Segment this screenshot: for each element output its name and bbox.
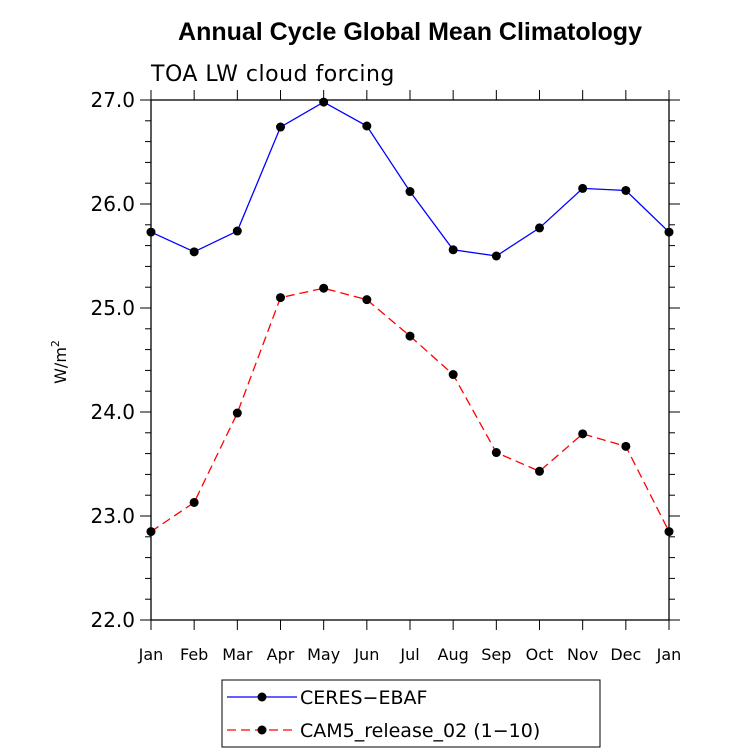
x-tick-label: Jan — [656, 645, 682, 664]
series-1-point — [319, 283, 329, 293]
chart-title: Annual Cycle Global Mean Climatology — [178, 18, 642, 46]
x-tick-label: Apr — [267, 645, 295, 664]
y-tick-label: 25.0 — [90, 296, 135, 320]
legend-label-cam5: CAM5_release_02 (1−10) — [300, 720, 540, 742]
series-0-point — [189, 247, 199, 257]
legend-marker-ceres — [257, 692, 267, 702]
series-1-point — [491, 448, 501, 458]
x-tick-label: Oct — [526, 645, 554, 664]
series-0-point — [362, 121, 372, 131]
y-axis-label: W/m2 — [49, 340, 70, 384]
legend-box — [221, 679, 601, 748]
x-tick-label: Feb — [180, 645, 208, 664]
y-tick-label: 26.0 — [90, 192, 135, 216]
series-group — [146, 97, 674, 537]
series-1-point — [362, 295, 372, 305]
legend-marker-cam5 — [257, 725, 267, 735]
y-tick-label: 23.0 — [90, 504, 135, 528]
y-tick-labels: 22.0 23.0 24.0 25.0 26.0 27.0 — [90, 88, 135, 632]
series-0-point — [276, 122, 285, 132]
series-1-point — [448, 370, 458, 380]
series-0-point — [319, 97, 329, 107]
plot-frame — [150, 99, 670, 621]
axis-ticks — [140, 90, 680, 630]
series-line-0 — [150, 101, 670, 257]
series-1-point — [578, 429, 588, 439]
series-0-point — [405, 187, 415, 197]
series-0-point — [664, 227, 674, 237]
series-1-point — [146, 527, 156, 537]
x-tick-label: Aug — [438, 645, 469, 664]
series-1-point — [621, 441, 631, 451]
series-1-point — [232, 408, 242, 418]
series-0-point — [578, 183, 588, 193]
series-1-point — [664, 527, 674, 537]
x-tick-label: May — [307, 645, 340, 664]
y-axis-label-superscript: 2 — [49, 340, 62, 347]
y-tick-label: 22.0 — [90, 608, 135, 632]
chart-subtitle: TOA LW cloud forcing — [150, 62, 395, 87]
x-tick-label: Jun — [353, 645, 379, 664]
series-0-point — [621, 185, 631, 195]
series-1-point — [405, 331, 415, 341]
series-line-1 — [150, 287, 670, 533]
x-tick-label: Nov — [567, 645, 598, 664]
x-tick-labels: Jan Feb Mar Apr May Jun Jul Aug Sep Oct Nov Dec Jan — [138, 645, 682, 664]
x-tick-label: Jul — [399, 645, 419, 664]
series-1-point — [189, 497, 199, 507]
x-tick-label: Dec — [610, 645, 641, 664]
series-0-point — [232, 226, 242, 236]
y-tick-label: 27.0 — [90, 88, 135, 112]
x-tick-label: Mar — [222, 645, 253, 664]
legend-label-ceres: CERES−EBAF — [300, 687, 427, 709]
series-0-point — [491, 251, 501, 261]
legend: CERES−EBAF CAM5_release_02 (1−10) — [221, 679, 601, 748]
x-tick-label: Jan — [138, 645, 164, 664]
series-1-point — [276, 293, 285, 303]
series-1-point — [535, 466, 544, 476]
series-0-point — [535, 223, 544, 233]
plot-border — [150, 99, 670, 621]
x-tick-label: Sep — [481, 645, 511, 664]
series-0-point — [146, 227, 156, 237]
series-0-point — [448, 245, 458, 255]
y-tick-label: 24.0 — [90, 400, 135, 424]
